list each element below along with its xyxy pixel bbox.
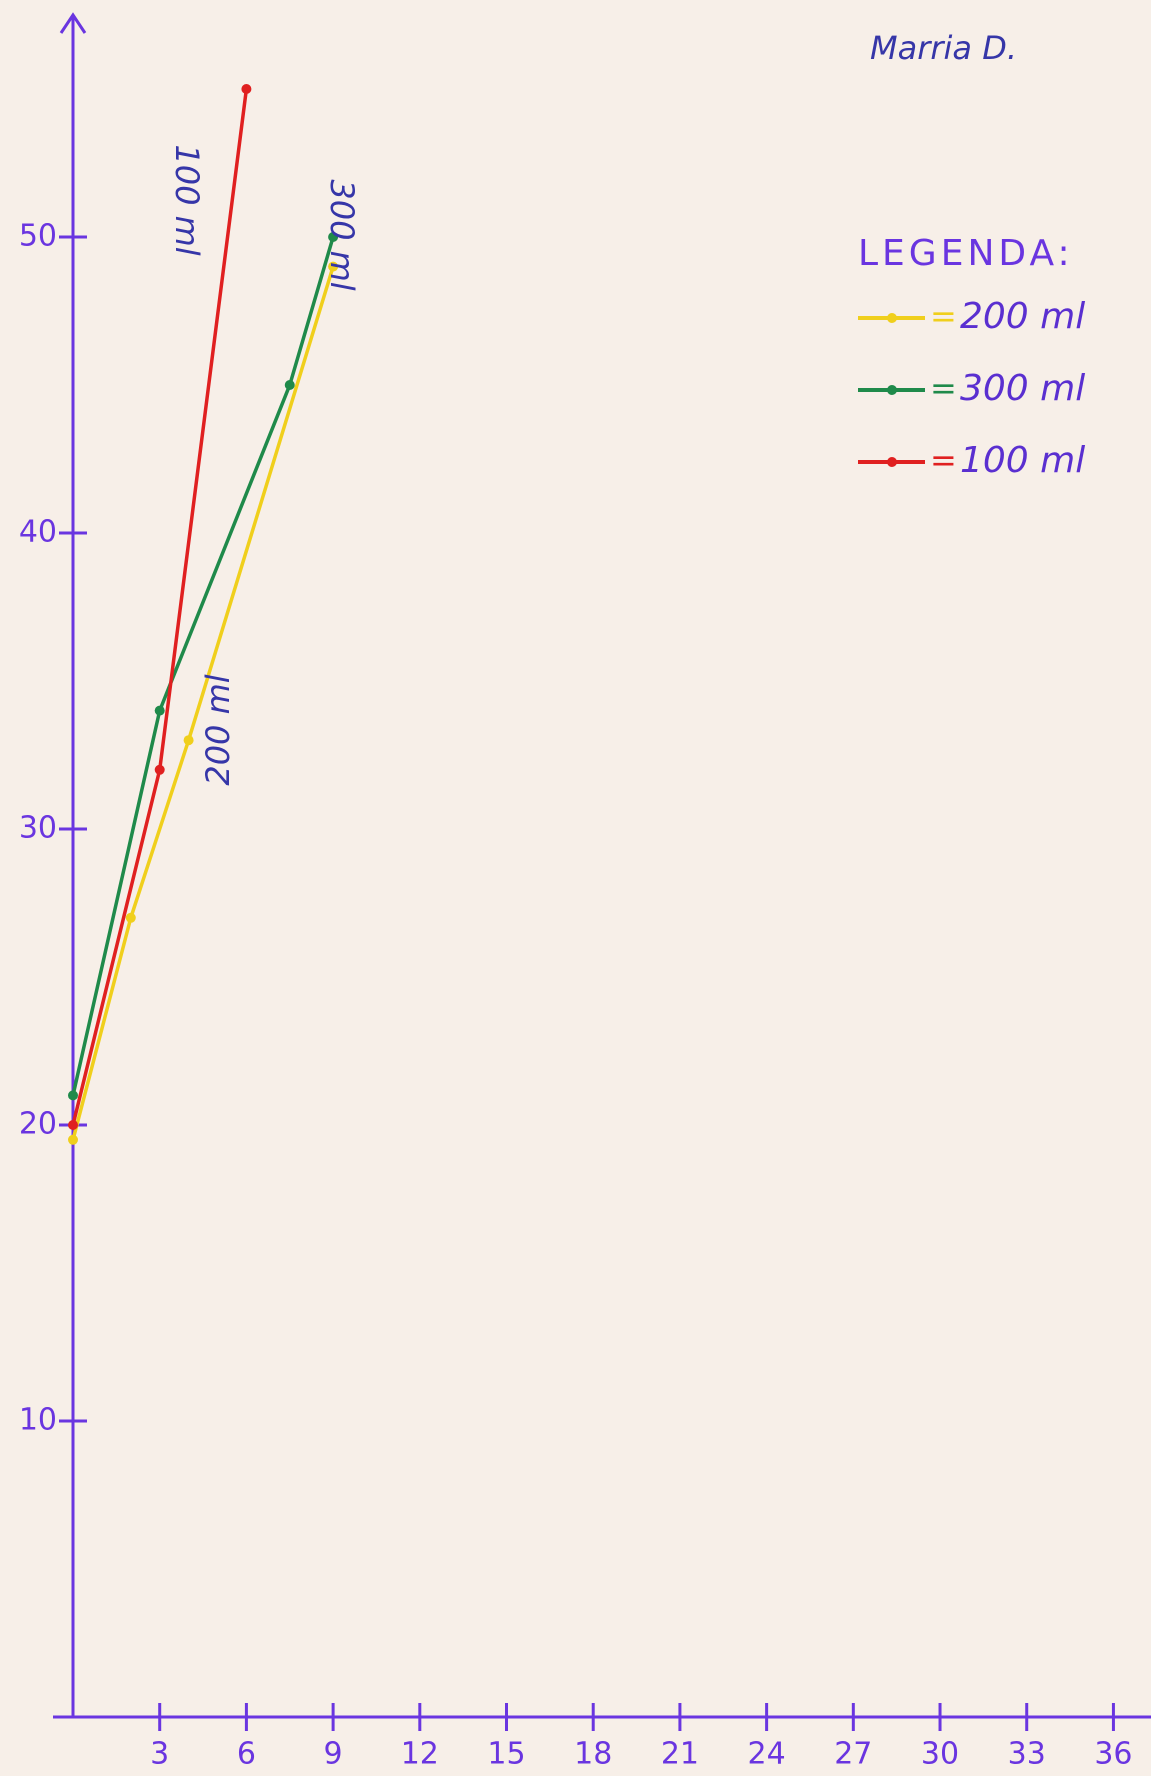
- legend-label: 300 ml: [960, 368, 1085, 409]
- x-tick-label: 27: [834, 1737, 872, 1772]
- annotation: 200 ml: [199, 674, 237, 785]
- point: [68, 1090, 78, 1100]
- point: [241, 84, 251, 94]
- y-tick-label: 40: [19, 515, 57, 550]
- legend-marker: [887, 313, 897, 323]
- y-tick-label: 30: [19, 811, 57, 846]
- legend-title: LEGENDA:: [858, 233, 1074, 274]
- y-tick-label: 20: [19, 1107, 57, 1142]
- chart: Marria D. LEGENDA: 102030405036912151821…: [0, 0, 1151, 1776]
- point: [155, 706, 165, 716]
- x-tick-label: 24: [748, 1737, 786, 1772]
- author: Marria D.: [870, 29, 1017, 67]
- point: [155, 765, 165, 775]
- y-tick-label: 50: [19, 219, 57, 254]
- annotation: 300 ml: [323, 179, 361, 290]
- x-tick-label: 33: [1008, 1737, 1046, 1772]
- x-tick-label: 30: [921, 1737, 959, 1772]
- y-tick-label: 10: [19, 1403, 57, 1438]
- point: [184, 735, 194, 745]
- legend-eq: =: [930, 297, 957, 335]
- x-tick-label: 15: [487, 1737, 525, 1772]
- point: [68, 1120, 78, 1130]
- legend-marker: [887, 457, 897, 467]
- x-tick-label: 9: [324, 1737, 343, 1772]
- legend-eq: =: [930, 441, 957, 479]
- x-tick-label: 21: [661, 1737, 699, 1772]
- point: [68, 1135, 78, 1145]
- x-tick-label: 3: [150, 1737, 169, 1772]
- legend-label: 100 ml: [960, 440, 1085, 481]
- x-tick-label: 12: [401, 1737, 439, 1772]
- point: [126, 913, 136, 923]
- annotation: 100 ml: [168, 144, 206, 255]
- legend-eq: =: [930, 369, 957, 407]
- legend-marker: [887, 385, 897, 395]
- x-tick-label: 6: [237, 1737, 256, 1772]
- legend-label: 200 ml: [960, 296, 1085, 337]
- x-tick-label: 18: [574, 1737, 612, 1772]
- x-tick-label: 36: [1094, 1737, 1132, 1772]
- point: [285, 380, 295, 390]
